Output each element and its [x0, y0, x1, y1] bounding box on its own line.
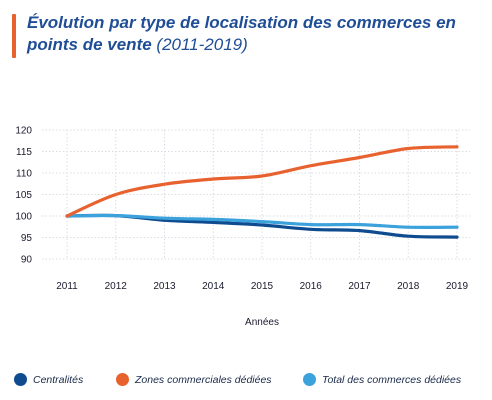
x-tick-label: 2012: [105, 281, 128, 292]
chart-title-main: Évolution par type de localisation des c…: [27, 13, 456, 54]
legend-label: Zones commerciales dédiées: [135, 373, 272, 386]
legend-item-3: Total des commerces dédiées: [303, 373, 461, 386]
y-tick-label: 95: [21, 233, 33, 244]
y-tick-label: 100: [15, 212, 32, 223]
legend-label: Total des commerces dédiées: [322, 373, 462, 386]
x-axis-ticks: 2011 2012 2013 2014 2015 2016 2017 2018 2019: [56, 281, 468, 292]
series-line-3: [65, 213, 459, 229]
x-axis-label: Années: [245, 317, 279, 328]
legend-item-1: Centralités: [14, 373, 83, 386]
x-tick-label: 2015: [251, 281, 274, 292]
series-lines: [65, 145, 459, 239]
legend: Centralités Zones commerciales dédiées Tot…: [0, 373, 492, 393]
x-tick-label: 2019: [446, 281, 469, 292]
chart-title: Évolution par type de localisation des c…: [27, 12, 477, 56]
chart-title-period: (2011-2019): [156, 35, 248, 54]
y-tick-label: 110: [16, 169, 32, 180]
x-tick-label: 2011: [56, 281, 78, 292]
legend-marker: [14, 373, 27, 386]
x-tick-label: 2014: [202, 281, 225, 292]
title-accent-bar: [12, 14, 16, 58]
y-axis-ticks: 90 95 100 105 110 115 120: [15, 126, 32, 266]
legend-marker: [303, 373, 316, 386]
y-tick-label: 90: [21, 255, 33, 266]
legend-item-2: Zones commerciales dédiées: [116, 373, 272, 386]
series-line-2: [65, 145, 459, 218]
y-tick-label: 105: [15, 190, 32, 201]
y-tick-label: 120: [15, 126, 32, 137]
x-tick-label: 2016: [300, 281, 323, 292]
x-tick-label: 2017: [348, 281, 371, 292]
x-tick-label: 2018: [397, 281, 420, 292]
x-tick-label: 2013: [153, 281, 176, 292]
legend-label: Centralités: [33, 373, 84, 386]
legend-marker: [116, 373, 129, 386]
y-tick-label: 115: [16, 147, 32, 158]
